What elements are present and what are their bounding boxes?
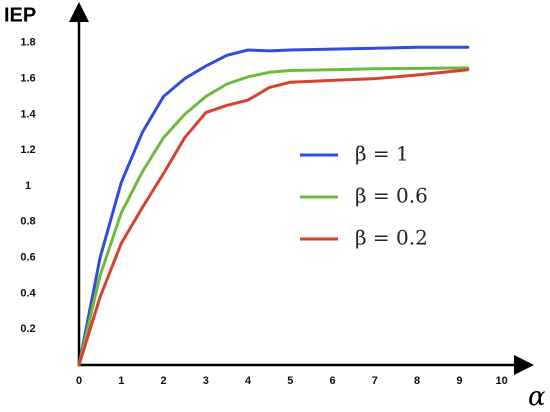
x-axis-label: α (528, 382, 546, 412)
x-tick-label: 0 (76, 375, 82, 387)
legend-label: β = 0.2 (355, 226, 428, 250)
y-tick-label: 1.8 (20, 37, 35, 49)
series-line (77, 66, 470, 367)
x-tick-label: 7 (372, 375, 378, 387)
series-line (77, 45, 470, 367)
y-tick-label: 1.6 (20, 73, 35, 85)
x-tick-label: 5 (287, 375, 293, 387)
legend-label: β = 0.6 (355, 184, 428, 208)
x-tick-label: 2 (160, 375, 166, 387)
x-tick-label: 8 (414, 375, 420, 387)
x-tick-label: 4 (245, 375, 252, 387)
series-line (77, 68, 470, 367)
legend-label: β = 1 (355, 142, 409, 166)
x-tick-label: 10 (496, 375, 508, 387)
x-tick-label: 3 (203, 375, 209, 387)
x-tick-label: 1 (118, 375, 124, 387)
y-axis-label: IEP (4, 4, 36, 26)
x-tick-label: 6 (330, 375, 336, 387)
y-tick-label: 0.8 (20, 216, 35, 228)
y-tick-label: 1.4 (20, 108, 36, 120)
y-tick-label: 0.4 (20, 287, 36, 299)
x-tick-label: 9 (456, 375, 462, 387)
y-tick-label: 1 (25, 180, 31, 192)
y-tick-label: 0.6 (20, 252, 35, 264)
y-tick-label: 0.2 (20, 323, 35, 335)
y-tick-label: 1.2 (20, 144, 35, 156)
